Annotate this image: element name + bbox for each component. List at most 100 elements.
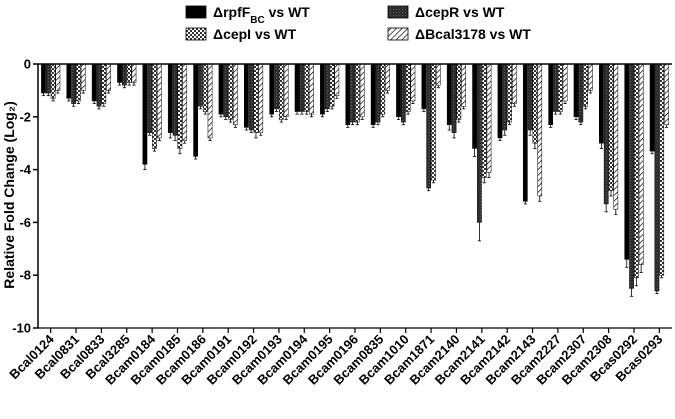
bar bbox=[101, 63, 107, 104]
bar bbox=[177, 63, 183, 149]
y-tick-label: -8 bbox=[19, 268, 31, 283]
bar bbox=[274, 63, 279, 110]
bar bbox=[304, 63, 310, 112]
bar bbox=[613, 63, 619, 210]
bar bbox=[527, 63, 533, 131]
bar bbox=[573, 63, 579, 118]
bar bbox=[599, 63, 604, 144]
legend-label: ΔrpfFBC vs WT bbox=[213, 4, 310, 26]
bar bbox=[244, 63, 249, 128]
bar bbox=[278, 63, 284, 120]
bar bbox=[400, 63, 406, 123]
bar bbox=[512, 63, 517, 104]
bar bbox=[334, 63, 340, 96]
bar bbox=[142, 63, 148, 165]
bar bbox=[603, 63, 609, 205]
bar bbox=[461, 63, 466, 107]
bar bbox=[522, 63, 528, 202]
bar bbox=[91, 63, 97, 102]
bar bbox=[638, 63, 644, 265]
bar bbox=[198, 63, 203, 107]
bar bbox=[294, 63, 300, 112]
y-tick-label: -2 bbox=[19, 109, 31, 124]
bar bbox=[345, 63, 351, 125]
bar bbox=[634, 63, 639, 279]
bar bbox=[649, 63, 655, 152]
bar bbox=[385, 63, 390, 91]
bar bbox=[106, 63, 111, 91]
bar bbox=[557, 63, 563, 112]
bar bbox=[223, 63, 229, 118]
bar bbox=[126, 63, 132, 83]
bar bbox=[562, 63, 568, 102]
bar bbox=[629, 63, 634, 289]
y-tick-label: -10 bbox=[12, 321, 31, 336]
bar bbox=[50, 63, 56, 99]
bar bbox=[435, 63, 441, 86]
bar bbox=[548, 63, 554, 125]
bar bbox=[497, 63, 503, 139]
bar bbox=[456, 63, 462, 120]
bar bbox=[76, 63, 81, 102]
bar bbox=[481, 63, 487, 178]
y-tick-label: -4 bbox=[19, 162, 31, 177]
bar bbox=[182, 63, 188, 141]
y-axis-title: Relative Fold Change (Log₂) bbox=[1, 101, 17, 288]
legend-item: ΔcepR vs WT bbox=[387, 4, 505, 20]
bar bbox=[96, 63, 102, 107]
bar bbox=[299, 63, 305, 112]
legend-swatch bbox=[185, 27, 207, 41]
legend-item: ΔrpfFBC vs WT bbox=[185, 4, 310, 26]
legend-item: ΔcepI vs WT bbox=[185, 26, 297, 42]
bar bbox=[375, 63, 381, 123]
bar bbox=[370, 63, 376, 125]
legend-swatch bbox=[387, 27, 409, 41]
bar bbox=[329, 63, 335, 107]
bar bbox=[431, 63, 436, 181]
bar bbox=[258, 63, 264, 133]
legend-swatch bbox=[185, 5, 207, 19]
bar bbox=[309, 63, 314, 115]
bar bbox=[624, 63, 630, 260]
bar bbox=[446, 63, 452, 125]
bar bbox=[122, 63, 127, 86]
bar bbox=[253, 63, 259, 133]
bar bbox=[507, 63, 512, 123]
bar bbox=[269, 63, 275, 115]
bar bbox=[283, 63, 289, 118]
legend-label: ΔcepR vs WT bbox=[415, 4, 505, 20]
bars bbox=[41, 63, 669, 297]
bar bbox=[207, 63, 213, 139]
legend-swatch bbox=[387, 5, 409, 19]
bar bbox=[502, 63, 508, 131]
bar bbox=[117, 63, 122, 83]
bar bbox=[396, 63, 401, 118]
legend: ΔrpfFBC vs WT ΔcepR vs WT ΔcepI vs WT ΔBcal… bbox=[185, 4, 531, 42]
bar bbox=[659, 63, 665, 276]
bar bbox=[350, 63, 355, 123]
category-labels: Bcal0124Bcal0831Bcal0833Bcal3285Bcam0184… bbox=[6, 331, 665, 388]
bar bbox=[664, 63, 669, 125]
bar bbox=[248, 63, 254, 131]
bar bbox=[66, 63, 72, 99]
bar bbox=[355, 63, 360, 123]
bar bbox=[608, 63, 614, 191]
bar bbox=[553, 63, 558, 112]
bar bbox=[172, 63, 178, 136]
bar bbox=[152, 63, 157, 149]
bar bbox=[537, 63, 543, 197]
bar bbox=[193, 63, 198, 157]
bar bbox=[71, 63, 76, 104]
bar bbox=[324, 63, 330, 110]
bar bbox=[55, 63, 61, 91]
bar bbox=[41, 63, 46, 94]
bar bbox=[380, 63, 386, 115]
bar bbox=[532, 63, 538, 144]
bar bbox=[405, 63, 411, 112]
bar bbox=[578, 63, 584, 123]
axes: 0 -2 -4 -6 -8 -10 bbox=[12, 57, 672, 336]
bar bbox=[588, 63, 593, 91]
bar bbox=[80, 63, 86, 91]
y-tick-label: 0 bbox=[24, 57, 31, 72]
